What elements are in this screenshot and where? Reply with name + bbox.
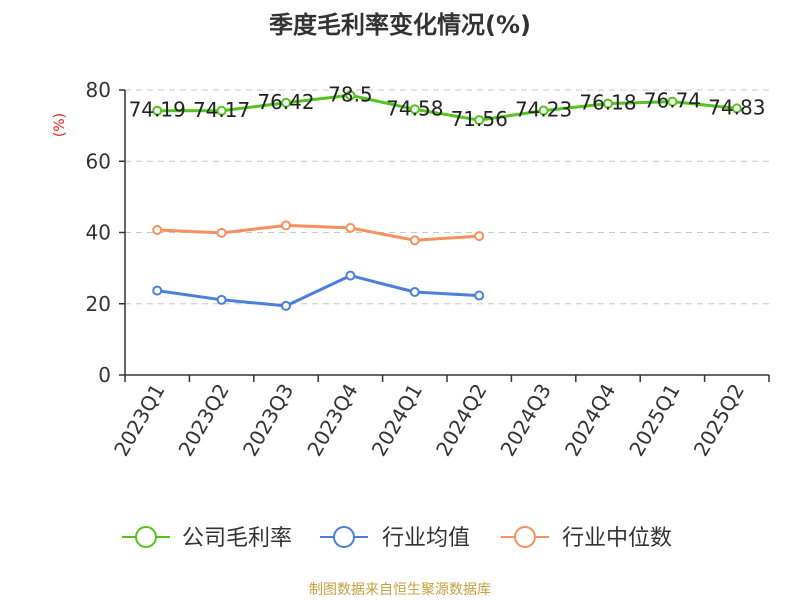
data-point <box>216 105 227 116</box>
x-tick-label: 2023Q3 <box>238 380 298 461</box>
data-point <box>474 231 485 242</box>
legend-label: 行业均值 <box>382 526 470 551</box>
data-label: 78.5 <box>328 82 373 106</box>
data-point <box>281 220 291 231</box>
data-point <box>216 227 227 238</box>
legend-item: 行业均值 <box>320 526 470 551</box>
data-point <box>152 285 163 296</box>
legend-marker <box>514 526 536 548</box>
legend-item: 公司毛利率 <box>122 526 292 551</box>
data-point <box>731 103 742 114</box>
data-labels: 74.19 74.17 76.42 78.5 74.58 71.56 74.23 76.18 7… <box>129 82 766 131</box>
x-tick-label: 2024Q1 <box>367 380 427 461</box>
source-note: 制图数据来自恒生聚源数据库 <box>309 582 491 598</box>
legend-label: 行业中位数 <box>562 526 672 551</box>
data-point <box>538 105 549 116</box>
data-point <box>281 300 291 311</box>
x-tick-label: 2024Q3 <box>495 380 555 461</box>
x-tick-label: 2024Q2 <box>431 380 491 461</box>
legend-item: 行业中位数 <box>501 526 672 551</box>
series-line <box>155 223 481 242</box>
data-label: 74.83 <box>708 95 765 119</box>
data-label: 76.74 <box>644 89 701 113</box>
y-tick-label: 80 <box>86 78 111 102</box>
y-tick-label: 40 <box>86 221 111 245</box>
data-label: 71.56 <box>451 107 508 131</box>
x-tick-label: 2023Q1 <box>109 380 169 461</box>
x-tick-label: 2024Q4 <box>560 380 620 461</box>
x-tick-label: 2025Q1 <box>624 380 684 461</box>
data-point <box>345 90 356 101</box>
y-axis-label: (%) <box>52 113 68 137</box>
data-point <box>667 96 678 107</box>
series <box>152 90 742 311</box>
data-point <box>409 235 420 246</box>
data-point <box>152 105 163 116</box>
series-line <box>155 274 481 308</box>
data-label: 74.17 <box>193 98 250 122</box>
data-label: 74.19 <box>129 98 186 122</box>
data-label: 74.58 <box>386 96 443 120</box>
data-point <box>474 290 485 301</box>
y-tick-label: 0 <box>98 363 111 387</box>
x-tick-label: 2025Q2 <box>689 380 749 461</box>
y-tick-label: 20 <box>86 292 111 316</box>
data-point <box>474 115 485 126</box>
data-point <box>603 98 613 109</box>
x-tick-label: 2023Q4 <box>302 380 362 461</box>
legend-label: 公司毛利率 <box>182 526 292 551</box>
data-point <box>345 270 356 281</box>
legend: 公司毛利率 行业均值 行业中位数 <box>122 526 672 551</box>
chart-title: 季度毛利率变化情况(%) <box>269 11 531 39</box>
grid <box>125 89 769 305</box>
data-point <box>409 286 420 297</box>
data-label: 76.42 <box>257 90 314 114</box>
data-label: 74.23 <box>515 98 572 122</box>
data-point <box>409 104 420 115</box>
series-line <box>155 93 739 122</box>
data-point <box>152 225 163 236</box>
data-point <box>345 222 356 233</box>
legend-marker <box>135 526 157 548</box>
x-tick-label: 2023Q2 <box>173 380 233 461</box>
y-tick-label: 60 <box>86 149 111 173</box>
legend-marker <box>333 526 355 548</box>
data-point <box>281 97 291 108</box>
data-label: 76.18 <box>579 91 636 115</box>
data-point <box>216 294 227 305</box>
